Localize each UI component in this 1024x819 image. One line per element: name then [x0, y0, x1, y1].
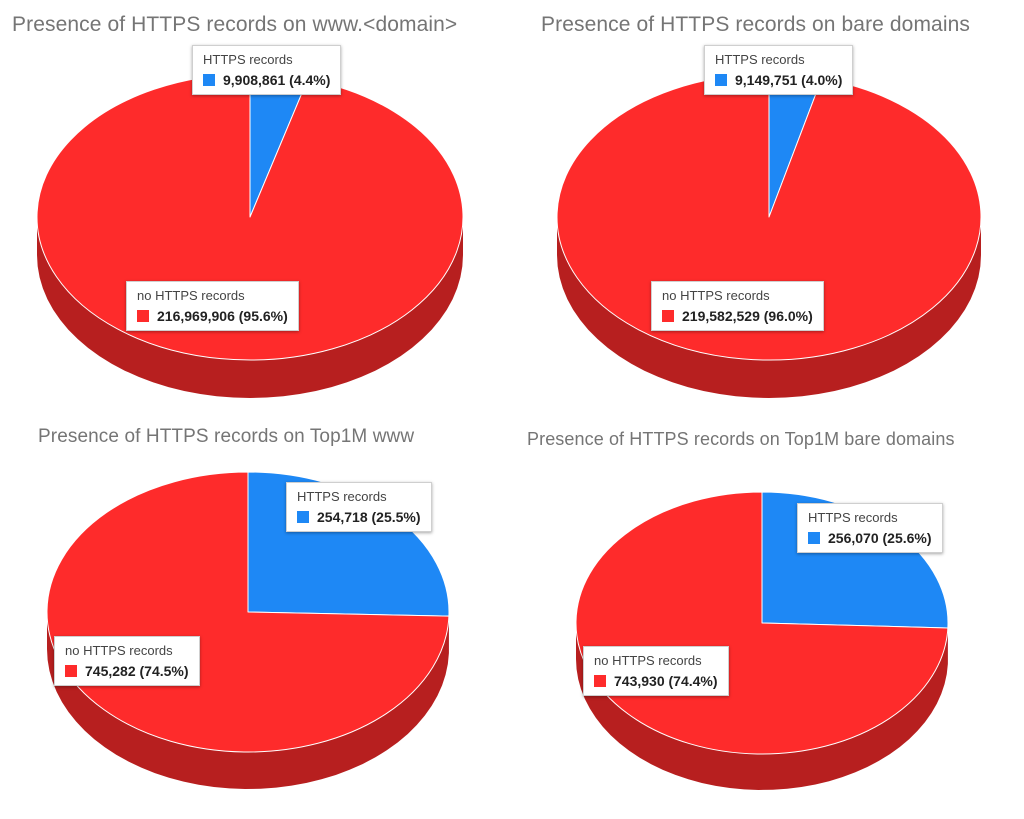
- pie-side-1: [47, 612, 449, 789]
- slice-callout-https: HTTPS records 9,908,861 (4.4%): [192, 45, 342, 95]
- callout-value: 256,070 (25.6%): [828, 530, 932, 546]
- callout-label: HTTPS records: [808, 510, 898, 525]
- callout-value: 254,718 (25.5%): [317, 509, 421, 525]
- pie-side-1: [576, 623, 948, 790]
- slice-callout-https: HTTPS records 9,149,751 (4.0%): [704, 45, 854, 95]
- legend-swatch: [808, 532, 820, 544]
- callout-label: HTTPS records: [715, 52, 805, 67]
- callout-label: HTTPS records: [297, 489, 387, 504]
- legend-swatch: [203, 74, 215, 86]
- slice-callout-no-https: no HTTPS records 745,282 (74.5%): [54, 636, 200, 686]
- callout-value: 219,582,529 (96.0%): [682, 308, 813, 324]
- slice-callout-https: HTTPS records 256,070 (25.6%): [797, 503, 943, 553]
- callout-label: no HTTPS records: [594, 653, 702, 668]
- callout-value: 216,969,906 (95.6%): [157, 308, 288, 324]
- slice-callout-no-https: no HTTPS records 743,930 (74.4%): [583, 646, 729, 696]
- legend-swatch: [297, 511, 309, 523]
- chart-title: Presence of HTTPS records on www.<domain…: [12, 13, 458, 36]
- callout-value: 9,908,861 (4.4%): [223, 72, 331, 88]
- callout-label: no HTTPS records: [137, 288, 245, 303]
- pie-side-1: [557, 217, 981, 398]
- chart-title: Presence of HTTPS records on Top1M bare …: [527, 429, 955, 449]
- callout-label: no HTTPS records: [662, 288, 770, 303]
- legend-swatch: [594, 675, 606, 687]
- slice-callout-https: HTTPS records 254,718 (25.5%): [286, 482, 432, 532]
- chart-title: Presence of HTTPS records on bare domain…: [541, 13, 970, 36]
- slice-callout-no-https: no HTTPS records 216,969,906 (95.6%): [126, 281, 299, 331]
- callout-label: HTTPS records: [203, 52, 293, 67]
- pie-side-1: [37, 217, 463, 398]
- callout-value: 9,149,751 (4.0%): [735, 72, 843, 88]
- callout-value: 745,282 (74.5%): [85, 663, 189, 679]
- legend-swatch: [662, 310, 674, 322]
- callout-value: 743,930 (74.4%): [614, 673, 718, 689]
- callout-label: no HTTPS records: [65, 643, 173, 658]
- chart-title: Presence of HTTPS records on Top1M www: [38, 426, 415, 447]
- legend-swatch: [137, 310, 149, 322]
- legend-swatch: [65, 665, 77, 677]
- slice-callout-no-https: no HTTPS records 219,582,529 (96.0%): [651, 281, 824, 331]
- legend-swatch: [715, 74, 727, 86]
